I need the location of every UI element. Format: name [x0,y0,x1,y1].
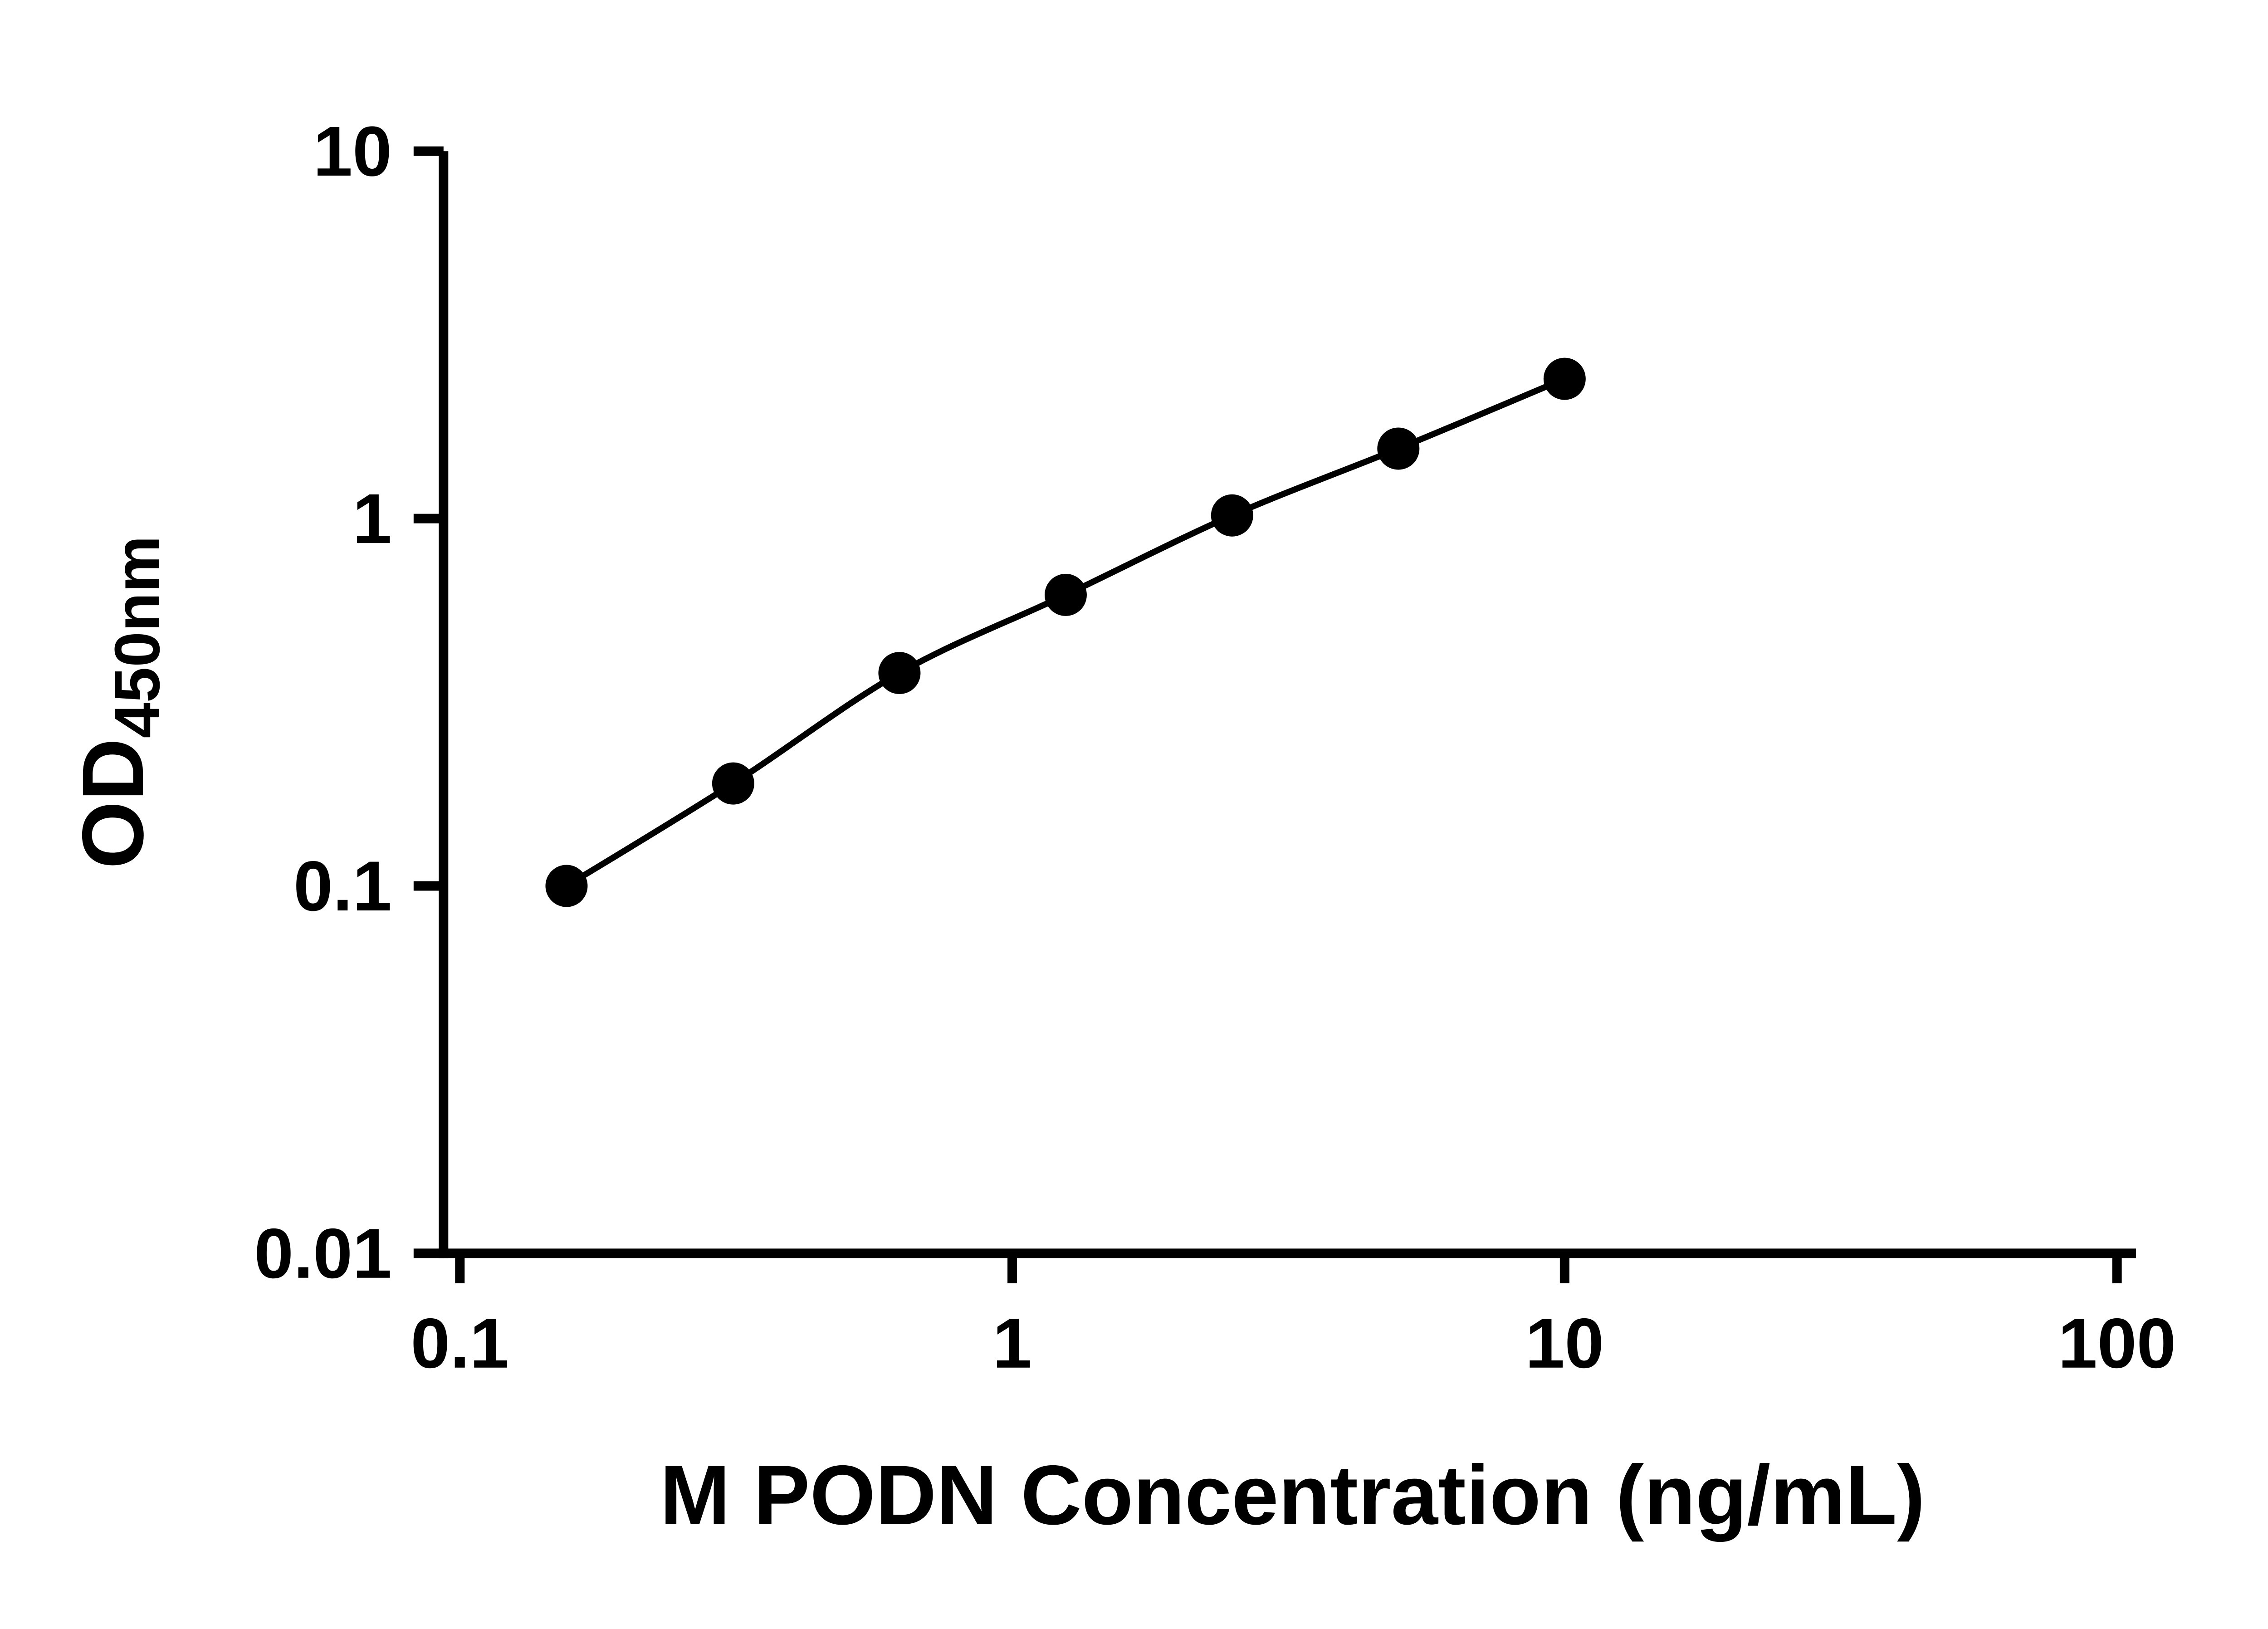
x-tick-label: 0.1 [411,1304,509,1383]
data-point [1377,427,1420,470]
x-tick-label: 100 [2058,1304,2176,1383]
data-point [545,865,588,907]
y-tick-label: 0.1 [293,847,392,926]
plot-area [545,357,1586,907]
data-point [1044,573,1087,616]
axes [439,151,2136,1258]
data-point [712,762,754,805]
y-axis-title-main: OD [64,738,161,869]
tick-marks [413,146,2122,1283]
x-tick-label: 10 [1525,1304,1604,1383]
y-axis-title-subscript: 450nm [101,536,173,739]
y-tick-label: 10 [313,112,391,191]
data-point [878,652,921,695]
data-point [1543,357,1586,400]
x-axis-title: M PODN Concentration (ng/mL) [660,1448,1925,1542]
y-tick-label: 1 [352,479,392,558]
data-point [1211,494,1253,537]
y-axis-title: OD450nm [64,536,173,869]
y-tick-label: 0.01 [254,1214,392,1293]
x-tick-label: 1 [992,1304,1032,1383]
